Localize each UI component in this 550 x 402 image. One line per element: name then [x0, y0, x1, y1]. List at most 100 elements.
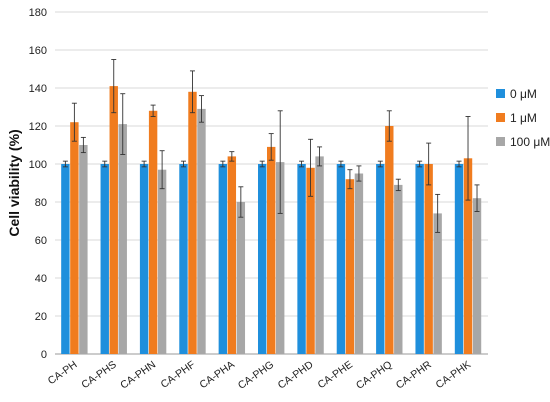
y-tick-label: 100 — [29, 159, 47, 171]
y-tick-label: 60 — [35, 235, 47, 247]
bar — [109, 86, 118, 354]
bar — [306, 167, 315, 354]
error-bar — [395, 178, 401, 192]
y-tick-label: 120 — [29, 121, 47, 133]
y-tick-label: 180 — [29, 7, 47, 19]
legend-item: 100 μM — [496, 135, 550, 149]
error-bar — [308, 138, 314, 197]
error-bar — [417, 160, 423, 168]
bar — [188, 91, 197, 355]
error-bars — [62, 59, 480, 233]
legend-label: 100 μM — [510, 135, 550, 149]
bar — [354, 173, 364, 354]
error-bar — [229, 151, 235, 162]
bar — [267, 146, 276, 354]
y-tick-label: 160 — [29, 45, 47, 57]
bar — [227, 156, 237, 354]
bar — [100, 164, 109, 354]
x-category-label: CA-PHF — [159, 359, 198, 391]
legend-swatch — [496, 113, 505, 122]
legend: 0 μM 1 μM 100 μM — [496, 87, 550, 149]
error-bar — [347, 169, 353, 190]
error-bar — [474, 184, 480, 212]
y-tick-label: 20 — [35, 311, 47, 323]
y-tick-label: 40 — [35, 273, 47, 285]
error-bar — [277, 110, 283, 214]
error-bar — [159, 150, 165, 190]
bar — [415, 164, 424, 354]
error-bar — [102, 160, 108, 168]
error-bar — [71, 102, 77, 142]
legend-swatch — [496, 89, 505, 98]
error-bar — [180, 160, 186, 168]
bar — [179, 164, 188, 354]
error-bar — [111, 59, 117, 114]
bar — [315, 156, 324, 354]
error-bar — [338, 160, 344, 168]
bar — [197, 108, 206, 355]
error-bar — [426, 142, 432, 186]
bar — [297, 164, 306, 354]
y-axis-title: Cell viability (%) — [6, 129, 22, 236]
bar — [394, 184, 403, 354]
bar — [433, 213, 442, 354]
bar — [345, 179, 355, 354]
bar — [385, 126, 394, 354]
bar — [276, 162, 285, 354]
bar — [61, 164, 70, 354]
bar — [70, 122, 79, 354]
bar — [139, 164, 149, 354]
y-axis: 0 20 40 60 80 100 120 140 160 180 — [29, 7, 47, 361]
error-bar — [259, 160, 265, 168]
error-bar — [456, 160, 462, 168]
x-category-label: CA-PH — [46, 359, 80, 388]
x-category-label: CA-PHK — [434, 359, 473, 392]
bar — [463, 158, 473, 354]
x-category-label: CA-PHN — [118, 359, 158, 392]
x-category-label: CA-PHE — [316, 359, 355, 392]
bar — [148, 110, 158, 354]
legend-item: 0 μM — [496, 87, 537, 101]
y-tick-label: 80 — [35, 197, 47, 209]
error-bar — [189, 70, 195, 114]
y-tick-label: 140 — [29, 83, 47, 95]
bars — [61, 86, 482, 355]
x-category-label: CA-PHS — [79, 359, 118, 392]
error-bar — [150, 104, 156, 117]
error-bar — [386, 110, 392, 142]
bar — [424, 164, 433, 354]
error-bar — [377, 160, 383, 168]
error-bar — [141, 160, 147, 168]
error-bar — [317, 146, 323, 167]
error-bar — [268, 133, 274, 161]
error-bar — [299, 160, 305, 168]
bar — [236, 202, 246, 354]
bar — [218, 164, 228, 354]
error-bar — [80, 136, 86, 154]
error-bar — [62, 160, 68, 168]
x-category-label: CA-PHQ — [354, 359, 394, 392]
x-category-label: CA-PHA — [197, 359, 236, 392]
legend-label: 0 μM — [510, 87, 537, 101]
x-axis-labels: CA-PH CA-PHS CA-PHN CA-PHF CA-PHA CA-PHG CA-PH… — [46, 358, 473, 391]
error-bar — [435, 193, 441, 233]
legend-item: 1 μM — [496, 111, 537, 125]
x-category-label: CA-PHR — [394, 358, 434, 391]
bar — [118, 124, 127, 354]
legend-label: 1 μM — [510, 111, 537, 125]
x-category-label: CA-PHD — [276, 358, 316, 391]
bar — [336, 164, 346, 354]
x-category-label: CA-PHG — [236, 359, 276, 392]
error-bar — [220, 160, 226, 168]
bar — [472, 198, 482, 354]
bar — [79, 145, 88, 354]
error-bar — [120, 93, 126, 155]
error-bar — [198, 95, 204, 123]
bar — [157, 169, 167, 354]
bar — [258, 164, 267, 354]
bar — [376, 164, 385, 354]
error-bar — [356, 165, 362, 182]
legend-swatch — [496, 137, 505, 146]
